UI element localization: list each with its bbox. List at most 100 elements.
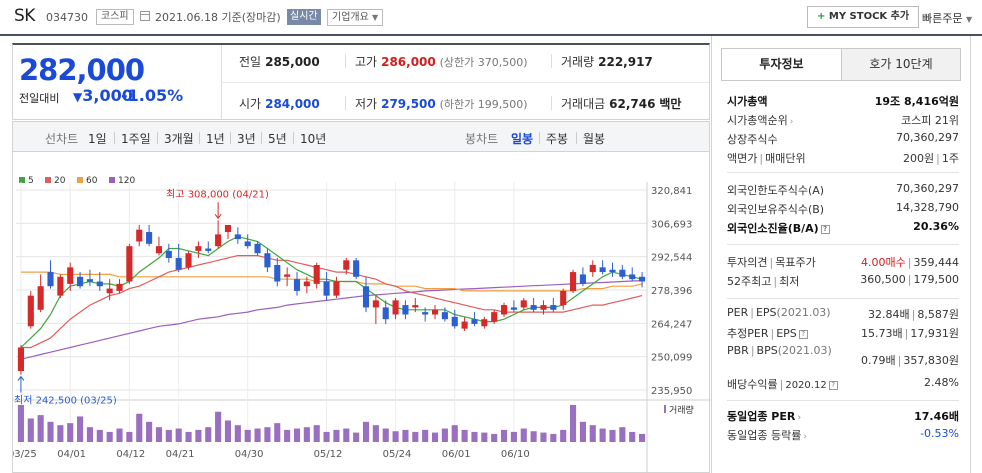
open-label: 시가: [239, 97, 262, 111]
candle-body: [441, 312, 448, 320]
per-value-wrap: 32.84배 | 8,587원: [868, 308, 959, 321]
period-weekly[interactable]: 주봉: [546, 132, 569, 146]
volume-bar: [155, 427, 163, 442]
period-monthly[interactable]: 월봉: [583, 132, 606, 146]
target-value: 359,444: [913, 256, 960, 269]
candle-body: [362, 286, 370, 308]
candle-body: [510, 307, 517, 310]
legend-swatch-ma120: [109, 177, 115, 183]
volume-bar: [412, 431, 419, 442]
volume-value: 222,917: [598, 55, 653, 69]
volume-bar: [185, 431, 192, 442]
volume-bar: [224, 420, 232, 442]
w52-value-wrap: 360,500 | 179,500: [860, 273, 959, 286]
industry-per-label: 동일업종 PER: [727, 410, 796, 423]
candle-body: [205, 248, 212, 251]
candlestick-chart-svg[interactable]: 5 20 60 120 320,841 306,693 292,544 278,396 264,…: [13, 152, 711, 473]
min-price-annotation: 최저 242,500 (03/25): [14, 395, 117, 407]
period-5year[interactable]: 5년: [268, 132, 287, 146]
volume-bar: [254, 428, 261, 442]
help-icon[interactable]: ?: [820, 225, 830, 234]
par-value: 200원: [903, 152, 935, 165]
market-badge: 코스피: [96, 9, 134, 25]
candle-body: [37, 286, 44, 310]
divider: [221, 82, 709, 83]
period-1year[interactable]: 1년: [206, 132, 225, 146]
par-row: 액면가 | 매매단위 200원 | 1주: [727, 150, 959, 168]
volume-bar: [175, 428, 182, 442]
add-mystock-button[interactable]: + MY STOCK 추가: [807, 6, 920, 28]
opinion-value: 4.00매수: [861, 256, 906, 269]
stock-chart[interactable]: 5 20 60 120 320,841 306,693 292,544 278,396 264,…: [12, 152, 711, 473]
volume-bar: [146, 421, 153, 442]
volume-bar: [629, 431, 636, 442]
pbr-value-wrap: 0.79배 | 357,830원: [861, 354, 959, 367]
chevron-right-icon[interactable]: ›: [803, 432, 807, 442]
volume-bar: [215, 411, 222, 442]
high-label: 고가: [355, 55, 378, 69]
realtime-badge[interactable]: 실시간: [287, 9, 321, 25]
tab-hoga-10[interactable]: 호가 10단계: [842, 49, 960, 80]
candle-body: [57, 276, 64, 296]
max-price-annotation: 최고 308,000 (04/21): [166, 188, 269, 200]
candle-body: [500, 305, 508, 315]
company-overview-dropdown[interactable]: 기업개요 ▼: [327, 9, 384, 26]
volume-bar: [500, 429, 508, 442]
period-3month[interactable]: 3개월: [164, 132, 194, 146]
legend-label-ma5: 5: [28, 176, 34, 186]
period-daily[interactable]: 일봉: [511, 132, 534, 146]
chevron-down-icon: ▼: [372, 13, 379, 22]
help-icon[interactable]: ?: [828, 381, 838, 390]
period-1week[interactable]: 1주일: [121, 132, 151, 146]
candle-body: [165, 250, 172, 258]
chart-period-bar: 선차트 1일 1주일 3개월 1년 3년 5년 10년 봉차트 일봉 주봉 월봉: [12, 121, 710, 152]
volume-bar: [96, 429, 103, 442]
volume-bar: [37, 415, 44, 442]
quick-order-dropdown[interactable]: 빠른주문 ▼: [922, 10, 972, 26]
help-icon[interactable]: ?: [798, 330, 808, 339]
candle-body: [471, 319, 478, 324]
volume-bar: [579, 421, 586, 442]
candle-body: [313, 265, 320, 284]
candle-body: [431, 309, 439, 315]
candle-body: [146, 232, 153, 244]
y-tick-label: 278,396: [651, 286, 692, 297]
amount-value: 62,746: [609, 97, 656, 111]
x-tick-label: 05/24: [383, 449, 412, 460]
chevron-right-icon[interactable]: ›: [789, 117, 794, 127]
per-row: PER | EPS(2021.03) 32.84배 | 8,587원: [727, 306, 959, 324]
high-value: 286,000: [381, 55, 436, 69]
chevron-right-icon[interactable]: ›: [797, 413, 802, 423]
legend-label-ma60: 60: [86, 176, 98, 186]
prev-close-label: 전일: [239, 55, 262, 69]
candle-body: [412, 305, 419, 308]
volume-bar: [431, 432, 439, 442]
investment-info-panel: 투자정보 호가 10단계 시가총액 19조 8,416억원 시가총액순위 › 코스…: [711, 36, 971, 473]
high-cell: 고가 286,000 (상한가 370,500): [355, 53, 528, 70]
candle-body: [195, 246, 202, 251]
industry-change-label-wrap: 동일업종 등락률 ›: [727, 427, 807, 443]
period-1day[interactable]: 1일: [88, 132, 107, 146]
par-value-wrap: 200원 | 1주: [903, 152, 959, 165]
x-tick-label: 03/25: [13, 449, 37, 460]
candle-body: [422, 312, 429, 315]
divider: [727, 244, 959, 245]
opinion-label: 투자의견: [727, 256, 768, 269]
volume-bar: [47, 421, 54, 442]
est-per-label-wrap: 추정PER | EPS?: [727, 325, 808, 341]
shares-label: 상장주식수: [727, 133, 778, 146]
est-per-value: 15.73배: [861, 327, 903, 340]
tab-investment-info[interactable]: 투자정보: [722, 49, 842, 80]
volume-bar: [57, 425, 64, 442]
info-tabs: 투자정보 호가 10단계: [721, 48, 961, 81]
chevron-down-icon: ▼: [965, 15, 973, 24]
divider: [199, 132, 200, 144]
period-3year[interactable]: 3년: [237, 132, 256, 146]
amount-unit: 백만: [659, 97, 682, 111]
per-value: 32.84배: [868, 308, 910, 321]
legend-label-ma20: 20: [54, 176, 66, 186]
price-summary: 282,000 전일대비 ▼3,000 -1.05% 전일 285,000 고가 2…: [12, 43, 710, 120]
period-10year[interactable]: 10년: [300, 132, 327, 146]
volume-bar: [293, 428, 301, 442]
y-tick-label: 250,099: [651, 353, 692, 364]
